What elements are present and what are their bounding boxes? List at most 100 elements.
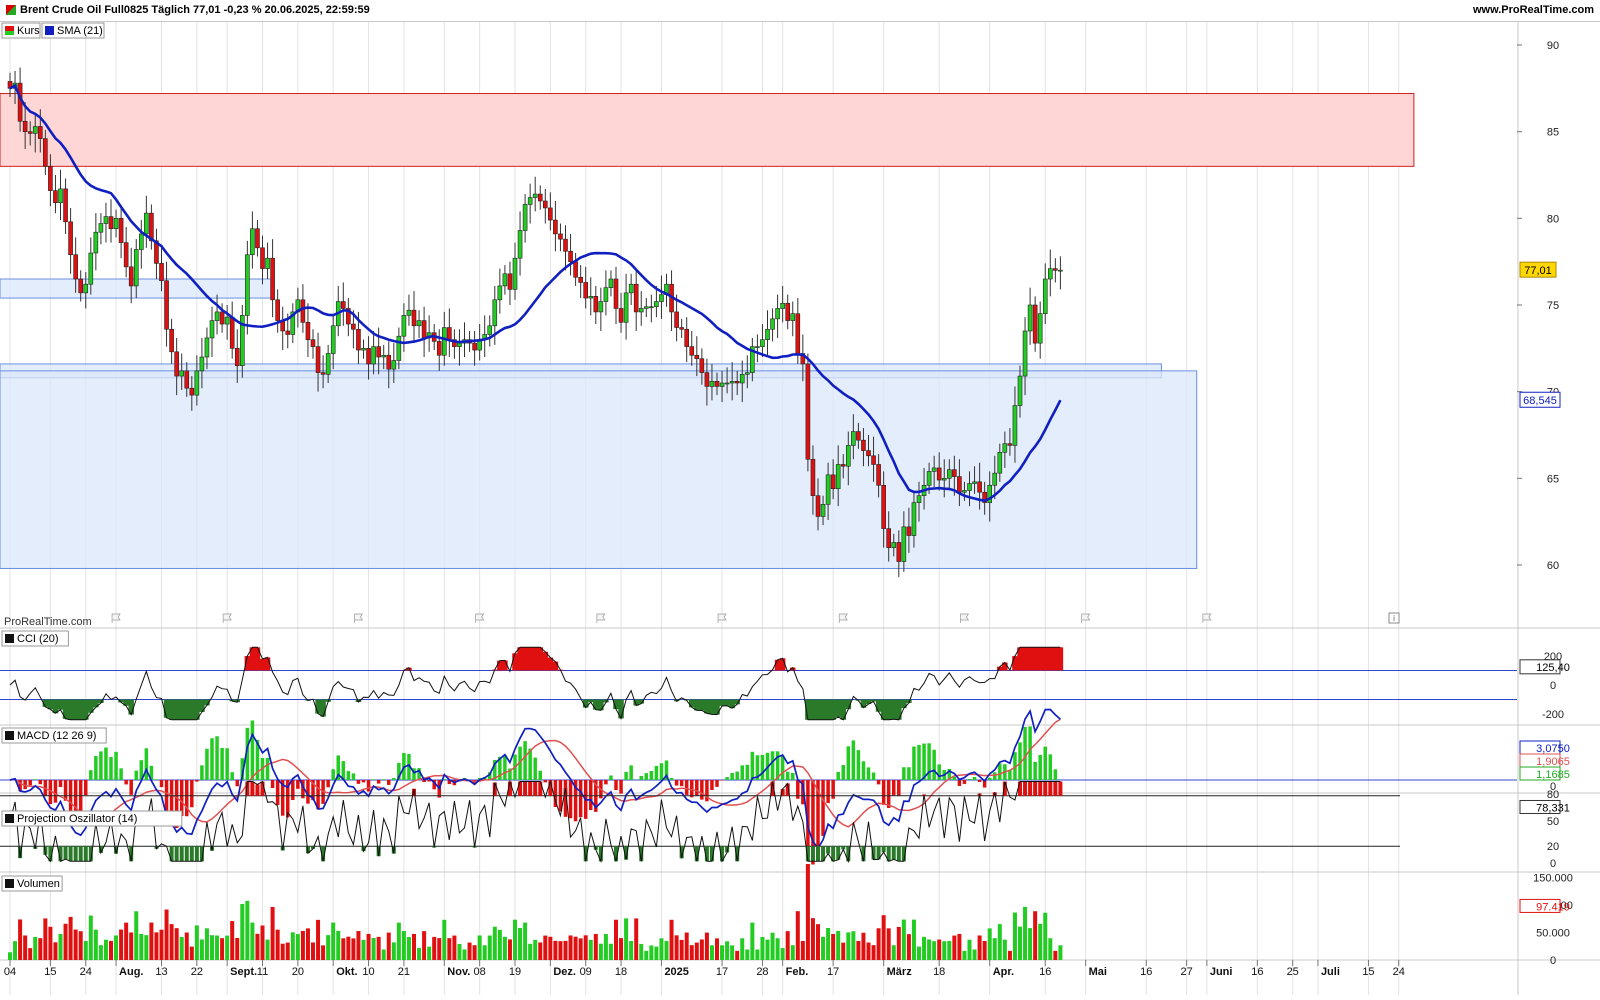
- x-tick-label: Aug.: [119, 966, 143, 978]
- projection-tick-label: 0: [1550, 858, 1556, 870]
- candle-down: [108, 216, 114, 230]
- candle-down: [320, 372, 326, 375]
- candle-down: [68, 221, 73, 256]
- candle-up: [744, 372, 750, 375]
- x-tick-label: Juni: [1210, 966, 1233, 978]
- candle-down: [537, 193, 543, 202]
- candle-up: [224, 316, 230, 325]
- volume-bar: [654, 946, 659, 960]
- volume-bar: [730, 945, 735, 960]
- volume-bar: [922, 936, 927, 960]
- volume-bar: [699, 939, 704, 960]
- projection-legend-icon: [5, 814, 14, 823]
- candle-down: [37, 126, 43, 139]
- volume-bar: [694, 942, 699, 960]
- candle-up: [1058, 269, 1063, 272]
- sma-value-tag: [1519, 391, 1561, 408]
- volume-bar: [896, 926, 901, 960]
- x-tick-label: 08: [474, 966, 486, 978]
- candle-up: [931, 467, 937, 472]
- volume-bar: [977, 935, 982, 960]
- volume-bar: [578, 938, 583, 960]
- candle-up: [199, 356, 205, 372]
- candle-up: [835, 464, 841, 490]
- candle-up: [103, 216, 109, 224]
- volume-bar: [199, 939, 204, 960]
- candle-up: [502, 273, 508, 287]
- candle-up: [851, 431, 856, 446]
- volume-bar: [674, 935, 679, 960]
- volume-bar: [391, 942, 396, 960]
- volume-bar: [230, 921, 235, 960]
- candle-down: [411, 309, 417, 327]
- volume-value-tag: [1519, 898, 1561, 913]
- volume-bar: [1053, 950, 1058, 960]
- x-tick-label: 2025: [664, 966, 688, 978]
- macd-value-label: 3,0750: [1536, 743, 1570, 755]
- volume-bar: [1043, 912, 1048, 960]
- volume-bar: [43, 918, 48, 960]
- candle-down: [613, 278, 619, 309]
- volume-bar: [482, 945, 487, 960]
- candle-up: [972, 481, 977, 484]
- candle-down: [169, 328, 174, 353]
- volume-tick-label: 50.000: [1536, 928, 1570, 940]
- candle-up: [588, 296, 594, 299]
- volume-bar: [689, 945, 694, 960]
- volume-bar: [295, 934, 300, 960]
- volume-bar: [740, 938, 745, 960]
- volume-bar: [735, 950, 740, 960]
- volume-bar: [194, 925, 199, 960]
- volume-bar: [856, 941, 861, 960]
- volume-bar: [361, 939, 366, 960]
- volume-bar: [750, 922, 755, 960]
- candle-up: [739, 374, 745, 384]
- macd-value-tag: [1519, 766, 1561, 781]
- volume-bar: [462, 949, 467, 960]
- candle-down: [189, 387, 195, 396]
- volume-bar: [432, 936, 437, 960]
- x-tick-label: 15: [44, 966, 56, 978]
- volume-bar: [947, 941, 952, 960]
- volume-bar: [164, 909, 169, 960]
- candle-down: [300, 299, 306, 323]
- candle-up: [755, 346, 760, 348]
- volume-bar: [927, 939, 932, 960]
- candle-up: [492, 299, 498, 327]
- sma-line: [9, 83, 1062, 502]
- volume-bar: [684, 932, 689, 960]
- volume-bar: [543, 935, 548, 960]
- volume-bar: [614, 919, 618, 960]
- candle-up: [250, 228, 255, 256]
- volume-bar: [725, 941, 730, 960]
- candle-up: [58, 188, 63, 204]
- candle-down: [583, 282, 589, 299]
- candle-down: [704, 372, 710, 387]
- candle-down: [260, 247, 265, 269]
- candle-down: [351, 323, 356, 330]
- macd-line: [9, 708, 1061, 850]
- candle-down: [679, 327, 684, 330]
- x-tick-label: 04: [4, 966, 16, 978]
- volume-bar: [528, 943, 533, 960]
- volume-bar: [553, 940, 558, 960]
- candle-up: [113, 218, 119, 230]
- legend-item-sma: [41, 22, 105, 39]
- volume-bar: [341, 938, 346, 960]
- volume-bar: [316, 919, 321, 960]
- candle-up: [325, 353, 331, 375]
- candle-down: [805, 363, 811, 460]
- site-link[interactable]: www.ProRealTime.com: [1472, 4, 1594, 16]
- candle-down: [22, 120, 28, 132]
- volume-bar: [634, 918, 639, 960]
- volume-bar: [619, 938, 624, 960]
- candle-down: [1007, 443, 1013, 446]
- volume-bar: [810, 918, 815, 960]
- volume-bar: [406, 937, 411, 960]
- candle-down: [53, 190, 58, 204]
- x-tick-label: Dez.: [553, 966, 576, 978]
- candle-up: [240, 315, 245, 366]
- volume-bar: [260, 925, 265, 960]
